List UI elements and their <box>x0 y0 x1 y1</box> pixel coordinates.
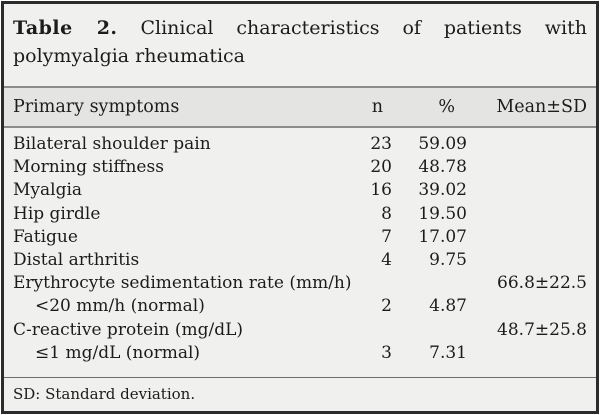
row-pct: 7.31 <box>429 342 467 363</box>
table-row: Distal arthritis 4 9.75 <box>4 249 596 272</box>
row-pct: 4.87 <box>429 296 467 317</box>
row-pct: 17.07 <box>418 226 467 247</box>
row-label: ≤1 mg/dL (normal) <box>35 342 201 363</box>
table-number: Table 2. <box>13 17 118 39</box>
header-bottom-rule <box>4 126 596 128</box>
table-caption-line1: Table 2. Clinical characteristics of pat… <box>13 14 587 42</box>
footnote-rule <box>4 376 596 378</box>
row-n: 16 <box>370 180 392 201</box>
row-label: Fatigue <box>13 226 78 247</box>
table-caption-text: Clinical characteristics of patients wit… <box>140 17 587 39</box>
row-pct: 9.75 <box>429 249 467 270</box>
table-row: Erythrocyte sedimentation rate (mm/h) 66… <box>4 272 596 295</box>
row-label: Bilateral shoulder pain <box>13 134 211 154</box>
row-n: 8 <box>381 203 392 224</box>
top-rule <box>4 86 596 88</box>
row-label: Hip girdle <box>13 203 101 224</box>
row-n: 23 <box>370 134 392 154</box>
row-label: Myalgia <box>13 180 83 201</box>
table-header-row: Primary symptoms n % Mean±SD <box>4 88 596 126</box>
row-label: C-reactive protein (mg/dL) <box>13 319 244 340</box>
table-row: <20 mm/h (normal) 2 4.87 <box>4 295 596 318</box>
table-row: Fatigue 7 17.07 <box>4 226 596 249</box>
row-label: Morning stiffness <box>13 157 164 178</box>
row-pct: 59.09 <box>418 134 467 154</box>
row-mean: 66.8±22.5 <box>497 273 587 294</box>
table-row: Myalgia 16 39.02 <box>4 179 596 202</box>
row-pct: 19.50 <box>418 203 467 224</box>
header-primary-symptoms: Primary symptoms <box>13 97 180 117</box>
row-n: 7 <box>381 226 392 247</box>
table-body: Bilateral shoulder pain 23 59.09 Morning… <box>4 128 596 377</box>
header-mean-sd: Mean±SD <box>496 97 587 117</box>
row-label: Erythrocyte sedimentation rate (mm/h) <box>13 273 352 294</box>
row-n: 20 <box>370 157 392 178</box>
row-n: 3 <box>381 342 392 363</box>
table-row: C-reactive protein (mg/dL) 48.7±25.8 <box>4 319 596 342</box>
row-pct: 48.78 <box>418 157 467 178</box>
row-pct: 39.02 <box>418 180 467 201</box>
row-label: Distal arthritis <box>13 249 140 270</box>
table-row: ≤1 mg/dL (normal) 3 7.31 <box>4 342 596 365</box>
table-caption: Table 2. Clinical characteristics of pat… <box>4 4 596 86</box>
row-n: 2 <box>381 296 392 317</box>
footnote: SD: Standard deviation. <box>13 384 196 403</box>
header-n: n <box>371 97 383 117</box>
row-n: 4 <box>381 249 392 270</box>
table-row: Bilateral shoulder pain 23 59.09 <box>4 133 596 156</box>
header-pct: % <box>438 97 455 117</box>
row-mean: 48.7±25.8 <box>497 319 587 340</box>
row-label: <20 mm/h (normal) <box>35 296 205 317</box>
table-caption-line2: polymyalgia rheumatica <box>13 45 245 67</box>
table-row: Morning stiffness 20 48.78 <box>4 156 596 179</box>
table-row: Hip girdle 8 19.50 <box>4 203 596 226</box>
